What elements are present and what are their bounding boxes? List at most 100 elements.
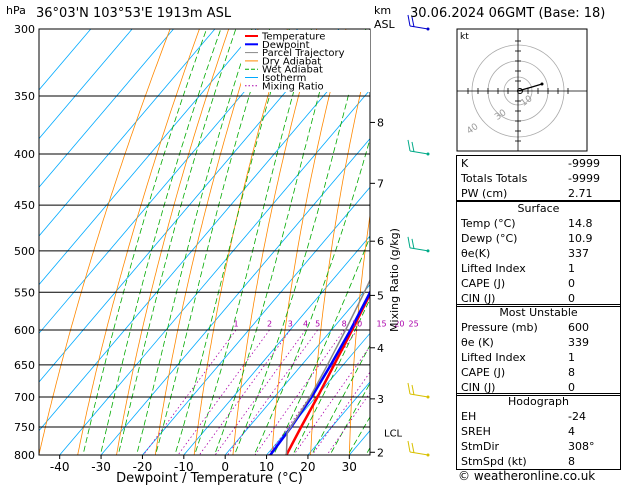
- asl-label: ASL: [374, 18, 395, 31]
- wind-barb-flag: [407, 236, 411, 248]
- isotherm-line: [142, 186, 370, 455]
- hodograph-endpoint: [540, 82, 544, 86]
- credit-text: © weatheronline.co.uk: [458, 469, 596, 483]
- wet-adiabat-line: [99, 29, 222, 455]
- surface-row: Temp (°C) 14.8: [457, 216, 620, 231]
- dry-adiabat-line: [39, 29, 171, 455]
- x-tick-label: 30: [342, 460, 357, 474]
- wind-barb-flag: [407, 14, 411, 27]
- wind-barb-dot: [426, 395, 430, 399]
- surface-panel: Surface Temp (°C) 14.8 Dewp (°C) 10.9 θe(K) 3…: [456, 200, 621, 307]
- km-tick-label: 8: [377, 116, 384, 129]
- hodograph-box-value: -24: [568, 410, 586, 423]
- legend-entry: Dewpoint: [262, 40, 310, 51]
- dry-adiabat-line: [271, 29, 347, 455]
- km-tick-label: 7: [377, 177, 384, 190]
- wind-barb: [407, 440, 430, 457]
- wind-barb-flag: [411, 141, 415, 153]
- wind-barb-shaft: [409, 150, 429, 155]
- pressure-tick-label: 650: [14, 359, 35, 372]
- km-tick-label: 4: [377, 342, 384, 355]
- mixing-ratio-line: [177, 329, 270, 455]
- mixing-ratio-axis-title: Mixing Ratio (g/kg): [388, 228, 401, 332]
- surface-label: Temp (°C): [461, 217, 516, 230]
- indices-value: -9999: [568, 157, 600, 170]
- mixing-ratio-tick-label: 20: [394, 319, 404, 328]
- parcel-trajectory-line: [285, 278, 370, 455]
- hodograph-info-box: Hodograph EH -24 SREH 4 StmDir 308° StmSpd (kt…: [456, 393, 621, 470]
- mixing-ratio-tick-label: 2: [267, 319, 272, 328]
- pressure-tick-label: 500: [14, 245, 35, 258]
- most-unstable-row: Pressure (mb) 600: [457, 320, 620, 335]
- surface-label: CAPE (J): [461, 277, 506, 290]
- isotherm-line: [39, 29, 216, 237]
- hpa-axis-title: hPa: [6, 4, 26, 17]
- pressure-tick-label: 600: [14, 324, 35, 337]
- surface-row: Lifted Index 1: [457, 261, 620, 276]
- storm-motion-marker: [517, 88, 523, 94]
- wet-adiabat-line: [329, 382, 370, 455]
- hodograph-info-panel: Hodograph EH -24 SREH 4 StmDir 308° StmSpd (kt…: [456, 393, 621, 470]
- hodograph-box-label: StmSpd (kt): [461, 455, 527, 468]
- hodograph-box-label: EH: [461, 410, 477, 423]
- location-title: 36°03'N 103°53'E 1913m ASL: [36, 6, 232, 21]
- wet-adiabat-line: [117, 29, 237, 455]
- km-label: km: [374, 4, 392, 17]
- wind-barb-shaft: [409, 393, 429, 398]
- indices-label: PW (cm): [461, 187, 508, 200]
- wet-adiabat-line: [136, 29, 253, 455]
- km-tick-label: 6: [377, 235, 384, 248]
- pressure-tick-label: 700: [14, 391, 35, 404]
- dry-adiabat-line: [310, 49, 370, 455]
- wind-barb-dot: [426, 152, 430, 156]
- most-unstable-value: 339: [568, 336, 589, 349]
- legend-entry: Temperature: [261, 32, 325, 43]
- pressure-tick-label: 300: [14, 23, 35, 36]
- dry-adiabat-line: [77, 29, 200, 455]
- most-unstable-label: CIN (J): [461, 381, 496, 394]
- mixing-ratio-line: [227, 329, 318, 455]
- isotherm-line: [183, 235, 370, 455]
- dry-adiabat-line: [116, 29, 230, 455]
- wind-barb-flag: [407, 139, 411, 152]
- legend-entry: Dry Adiabat: [262, 56, 321, 67]
- most-unstable-value: 0: [568, 381, 575, 394]
- hodograph-box-label: SREH: [461, 425, 491, 438]
- hodograph-trace: [517, 83, 543, 92]
- mixing-ratio-tick-label: 4: [303, 319, 308, 328]
- indices-row: PW (cm) 2.71: [457, 186, 620, 201]
- wind-barb-dot: [426, 249, 430, 253]
- hodograph-box-row: StmDir 308°: [457, 439, 620, 454]
- most-unstable-value: 1: [568, 351, 575, 364]
- indices-box: K -9999 Totals Totals -9999 PW (cm) 2.71: [456, 155, 621, 202]
- mixing-ratio-tick-label: 1: [233, 319, 238, 328]
- surface-row: θe(K) 337: [457, 246, 620, 261]
- km-tick-label: 2: [377, 446, 384, 459]
- mixing-ratio-line: [311, 371, 370, 455]
- most-unstable-row: Lifted Index 1: [457, 350, 620, 365]
- surface-value: 10.9: [568, 232, 593, 245]
- hodograph-box-row: SREH 4: [457, 424, 620, 439]
- indices-label: K: [461, 157, 469, 170]
- mixing-ratio-line: [142, 329, 237, 455]
- isotherm-line: [39, 29, 340, 383]
- hodograph-box-value: 308°: [568, 440, 595, 453]
- wet-adiabat-line: [155, 29, 271, 455]
- wet-adiabat-line: [194, 29, 312, 455]
- pressure-tick-label: 400: [14, 148, 35, 161]
- surface-row: Dewp (°C) 10.9: [457, 231, 620, 246]
- pressure-tick-label: 450: [14, 199, 35, 212]
- mixing-ratio-line: [293, 345, 370, 455]
- hodograph-box-row: EH -24: [457, 409, 620, 424]
- wind-barb: [407, 139, 430, 156]
- temperature-line: [285, 291, 370, 455]
- wind-barb-flag: [407, 382, 411, 395]
- wind-barb-dot: [426, 453, 430, 457]
- surface-row: CAPE (J) 0: [457, 276, 620, 291]
- km-axis-title: km ASL: [374, 4, 395, 32]
- legend-box: [241, 30, 370, 92]
- mixing-ratio-tick-label: 5: [315, 319, 320, 328]
- wet-adiabat-line: [233, 29, 367, 455]
- wind-barb-shaft: [409, 25, 429, 30]
- wind-barb-shaft: [409, 247, 429, 252]
